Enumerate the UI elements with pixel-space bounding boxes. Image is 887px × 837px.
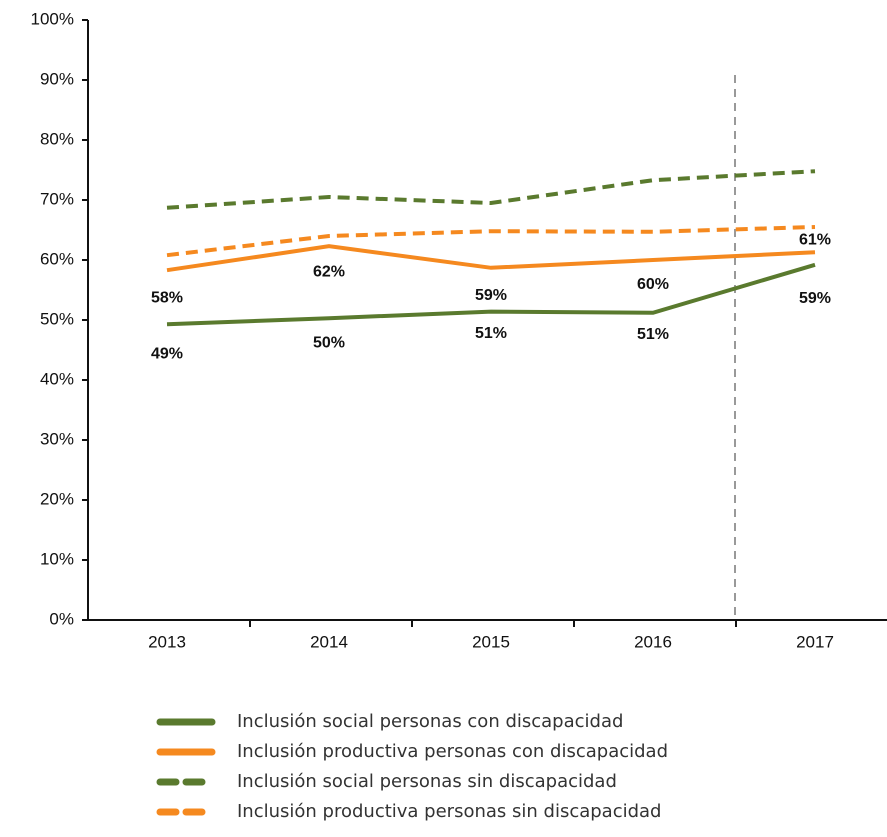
value-label: 59% (799, 290, 831, 307)
y-tick-label: 10% (40, 549, 74, 568)
x-tick-label: 2015 (472, 632, 510, 651)
y-tick-label: 40% (40, 369, 74, 388)
y-tick-label: 30% (40, 429, 74, 448)
value-label: 61% (799, 231, 831, 248)
series-line (166, 244, 816, 273)
x-tick-label: 2014 (310, 632, 348, 651)
y-tick-label: 20% (40, 489, 74, 508)
value-label: 51% (637, 326, 669, 343)
y-tick-label: 0% (49, 609, 74, 628)
y-tick-label: 70% (40, 189, 74, 208)
legend-label: Inclusión productiva personas sin discap… (237, 801, 662, 822)
x-tick-label: 2016 (634, 632, 672, 651)
value-label: 60% (637, 276, 669, 293)
value-label: 51% (475, 325, 507, 342)
series-line (166, 262, 816, 327)
y-tick-label: 90% (40, 69, 74, 88)
series-line (166, 169, 816, 210)
x-tick-label: 2017 (796, 632, 834, 651)
legend-label: Inclusión social personas sin discapacid… (237, 771, 617, 792)
legend-label: Inclusión social personas con discapacid… (237, 711, 623, 732)
y-tick-label: 50% (40, 309, 74, 328)
legend-label: Inclusión productiva personas con discap… (237, 741, 668, 762)
value-label: 49% (151, 345, 183, 362)
y-tick-label: 60% (40, 249, 74, 268)
value-label: 58% (151, 289, 183, 306)
series-line (166, 225, 816, 258)
value-label: 50% (313, 334, 345, 351)
value-label: 62% (313, 263, 345, 280)
x-tick-label: 2013 (148, 632, 186, 651)
value-label: 59% (475, 287, 507, 304)
y-tick-label: 100% (31, 9, 74, 28)
y-tick-label: 80% (40, 129, 74, 148)
